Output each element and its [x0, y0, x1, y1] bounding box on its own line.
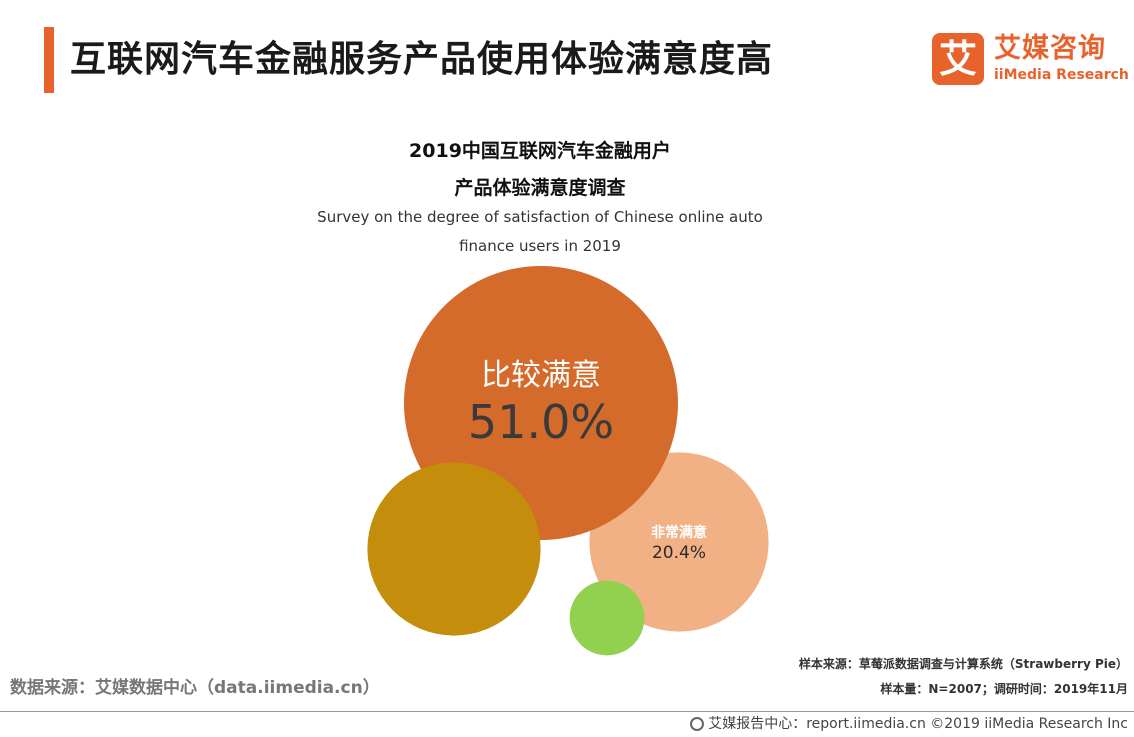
bubble-green [569, 580, 645, 656]
title-accent-bar [44, 27, 54, 93]
bubble-value-bijiao-manyi: 51.0% [468, 395, 614, 449]
logo-name-en: iiMedia Research [994, 67, 1129, 83]
sample-info: 样本量：N=2007；调研时间：2019年11月 [880, 682, 1128, 696]
chart-title-line2: 产品体验满意度调查 [454, 177, 626, 199]
chart-subtitle-line1: Survey on the degree of satisfaction of … [317, 208, 763, 226]
chart-subtitle-line2: finance users in 2019 [459, 237, 621, 255]
footer-text: 艾媒报告中心：report.iimedia.cn ©2019 iiMedia R… [708, 716, 1128, 732]
footer: 艾媒报告中心：report.iimedia.cn ©2019 iiMedia R… [690, 714, 1128, 734]
globe-icon [690, 717, 705, 731]
footer-divider [0, 711, 1134, 712]
page-title: 互联网汽车金融服务产品使用体验满意度高 [70, 39, 774, 80]
logo-mark-icon: 艾 [932, 33, 984, 85]
data-source: 数据来源：艾媒数据中心（data.iimedia.cn） [10, 678, 380, 698]
bubble-label-feichang-manyi: 非常满意 [651, 524, 707, 541]
logo-name-cn: 艾媒咨询 [994, 33, 1106, 64]
chart-title-line1: 2019中国互联网汽车金融用户 [409, 140, 671, 162]
sample-source: 样本来源：草莓派数据调查与计算系统（Strawberry Pie） [798, 657, 1128, 671]
bubble-value-feichang-manyi: 20.4% [652, 543, 706, 563]
iimedia-logo: 艾 艾媒咨询 iiMedia Research [932, 33, 1129, 85]
bubble-feichang-manyi [367, 462, 541, 636]
bubble-label-bijiao-manyi: 比较满意 [481, 358, 601, 393]
